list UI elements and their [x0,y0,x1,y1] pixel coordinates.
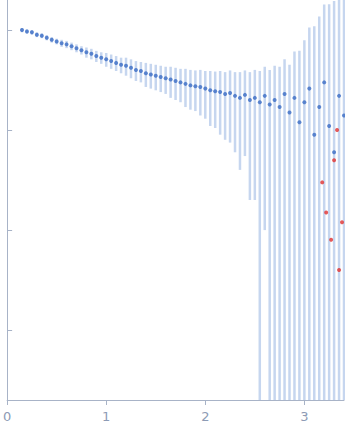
svg-text:0: 0 [3,409,11,424]
svg-text:3: 3 [300,409,308,424]
svg-text:1: 1 [102,409,110,424]
svg-text:2: 2 [201,409,209,424]
